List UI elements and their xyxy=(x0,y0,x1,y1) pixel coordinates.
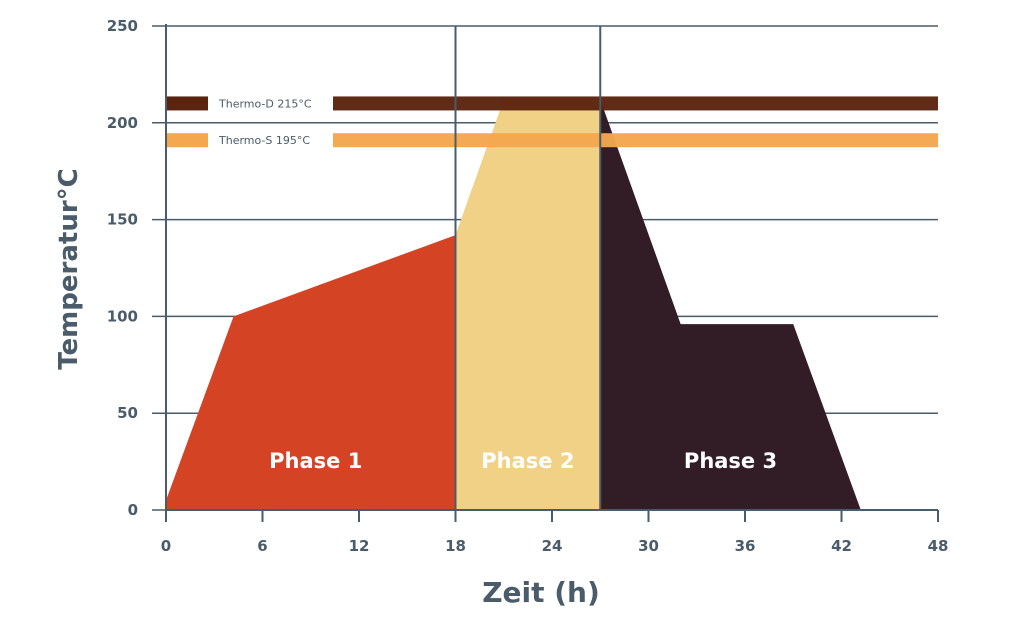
phase-areas xyxy=(166,99,861,511)
phase-2-label: Phase 2 xyxy=(481,449,574,473)
ref-band-2-label: Thermo-S 195°C xyxy=(218,134,310,147)
x-tick-label-0: 0 xyxy=(161,537,171,555)
ref-band-2-left xyxy=(166,133,208,148)
phase-2-area xyxy=(455,99,601,511)
x-tick-label-30: 30 xyxy=(638,537,659,555)
phase-1-area xyxy=(166,235,456,510)
x-tick-label-12: 12 xyxy=(349,537,370,555)
x-tick-label-48: 48 xyxy=(928,537,949,555)
y-tick-label-150: 150 xyxy=(107,211,138,229)
y-tick-label-200: 200 xyxy=(107,114,138,132)
x-tick-label-24: 24 xyxy=(542,537,563,555)
phase-3-area xyxy=(600,99,861,511)
y-axis-title: Temperatur°C xyxy=(54,168,84,369)
x-axis-title: Zeit (h) xyxy=(482,576,600,609)
x-tick-label-42: 42 xyxy=(831,537,852,555)
y-tick-label-250: 250 xyxy=(107,17,138,35)
phase-labels: Phase 1 Phase 2 Phase 3 xyxy=(269,449,777,473)
x-tick-label-18: 18 xyxy=(445,537,466,555)
phase-divider-lines xyxy=(454,26,602,510)
reference-bands: Thermo-D 215°C Thermo-S 195°C xyxy=(166,96,938,148)
x-tick-label-6: 6 xyxy=(257,537,267,555)
ref-band-1-right xyxy=(333,96,938,111)
y-tick-label-50: 50 xyxy=(117,404,138,422)
ref-band-1-label: Thermo-D 215°C xyxy=(218,97,312,110)
phase-1-label: Phase 1 xyxy=(269,449,362,473)
y-tick-label-0: 0 xyxy=(128,501,138,519)
x-tick-label-36: 36 xyxy=(735,537,756,555)
ref-band-1-left xyxy=(166,96,208,111)
phase-3-label: Phase 3 xyxy=(684,449,777,473)
ref-band-2-right xyxy=(333,133,938,148)
axes: 0 50 100 150 200 250 0 6 12 18 24 30 36 42 48 xyxy=(107,17,949,555)
y-tick-label-100: 100 xyxy=(107,307,138,325)
